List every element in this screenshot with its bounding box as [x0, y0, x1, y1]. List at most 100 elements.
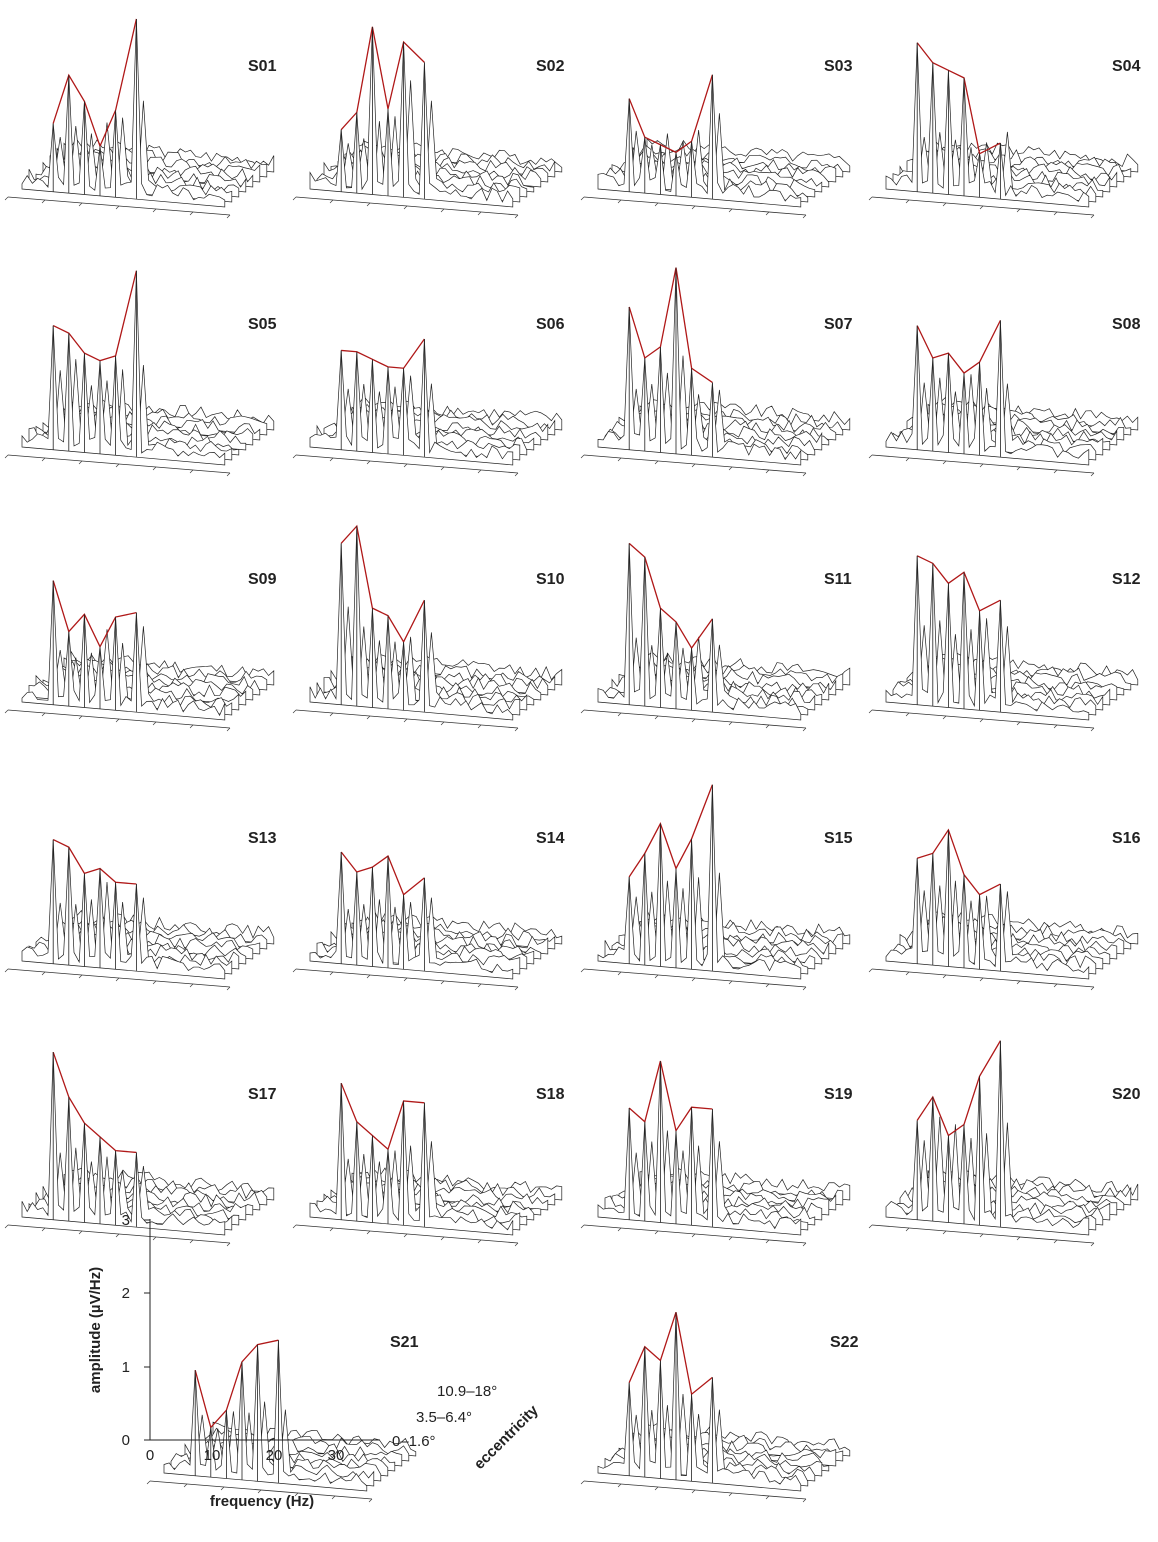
freq-tick [514, 472, 519, 477]
panel-s20: S20 [868, 1040, 1141, 1247]
freq-tick [115, 463, 120, 468]
freq-tick [580, 454, 585, 459]
peak-envelope-line [916, 555, 1001, 612]
x-tick-10: 10 [204, 1447, 221, 1464]
freq-tick [226, 986, 231, 991]
freq-tick [329, 971, 334, 976]
eccentricity-row [597, 74, 802, 208]
panel-label-s09: S09 [248, 571, 277, 588]
panel-s08: S08 [868, 316, 1141, 477]
panel-s22: S22 [580, 1312, 859, 1503]
freq-tick [802, 214, 807, 219]
freq-tick [868, 196, 873, 201]
freq-tick [403, 718, 408, 723]
x-tick-0: 0 [146, 1447, 154, 1464]
freq-tick [4, 968, 9, 973]
freq-tick [617, 457, 622, 462]
freq-tick [4, 1224, 9, 1229]
freq-tick [366, 715, 371, 720]
freq-tick [802, 727, 807, 732]
peak-envelope-line [340, 1082, 425, 1151]
freq-tick [403, 205, 408, 210]
panel-label-s04: S04 [1112, 58, 1141, 75]
freq-tick [115, 718, 120, 723]
freq-tick [257, 1489, 262, 1494]
panel-s04: S04 [868, 42, 1141, 219]
eccentricity-row [597, 267, 802, 466]
freq-tick [403, 1233, 408, 1238]
freq-tick [4, 196, 9, 201]
freq-tick [979, 1233, 984, 1238]
panel-label-s20: S20 [1112, 1086, 1141, 1103]
panel-label-s10: S10 [536, 571, 565, 588]
freq-tick [580, 1224, 585, 1229]
freq-tick [477, 983, 482, 988]
peak-envelope-line [628, 784, 714, 878]
freq-tick [4, 709, 9, 714]
eccentricity-row [309, 26, 514, 208]
peak-envelope-line [916, 320, 1001, 374]
freq-tick [765, 1495, 770, 1500]
freq-tick [765, 1239, 770, 1244]
freq-tick [802, 986, 807, 991]
peak-envelope-line [340, 851, 425, 896]
eccentricity-row [21, 270, 226, 466]
freq-tick [728, 208, 733, 213]
eccentricity-row [597, 1312, 802, 1492]
freq-tick [226, 1242, 231, 1247]
freq-tick [189, 211, 194, 216]
panel-s01: S01 [4, 18, 277, 219]
y-tick-1: 1 [122, 1359, 130, 1376]
freq-tick [78, 1230, 83, 1235]
freq-tick [617, 712, 622, 717]
freq-tick [728, 466, 733, 471]
freq-tick [765, 211, 770, 216]
freq-tick [580, 1480, 585, 1485]
peak-envelope-line [628, 267, 713, 383]
freq-tick [691, 463, 696, 468]
freq-tick [617, 971, 622, 976]
eccentricity-row [597, 543, 802, 721]
freq-tick [1053, 1239, 1058, 1244]
freq-tick [292, 196, 297, 201]
freq-tick [366, 1230, 371, 1235]
freq-tick [329, 199, 334, 204]
panel-label-s21: S21 [390, 1334, 419, 1351]
freq-tick [905, 457, 910, 462]
freq-tick [189, 1239, 194, 1244]
freq-tick [440, 980, 445, 985]
freq-tick [691, 205, 696, 210]
panel-label-s07: S07 [824, 316, 853, 333]
panel-label-s15: S15 [824, 830, 853, 847]
panel-s15: S15 [580, 784, 853, 991]
freq-tick [979, 977, 984, 982]
freq-tick [654, 202, 659, 207]
freq-tick [905, 1227, 910, 1232]
freq-tick [189, 469, 194, 474]
panels-layer: S01 S02 S03 S04 S05 S06 S07 S08 S09 S10 S11 S12 S13 S… [4, 18, 1141, 1503]
eccentricity-row [885, 42, 1090, 208]
freq-tick [580, 709, 585, 714]
eccentricity-row [21, 580, 226, 721]
freq-tick [868, 1224, 873, 1229]
panel-s13: S13 [4, 830, 277, 991]
panel-s10: S10 [292, 524, 565, 732]
freq-tick [226, 727, 231, 732]
freq-tick [942, 715, 947, 720]
freq-tick [691, 977, 696, 982]
freq-tick [868, 968, 873, 973]
freq-tick [765, 469, 770, 474]
freq-tick [368, 1498, 373, 1503]
panel-s07: S07 [580, 267, 853, 477]
freq-tick [477, 211, 482, 216]
panel-s14: S14 [292, 830, 565, 991]
freq-tick [440, 466, 445, 471]
freq-tick [152, 208, 157, 213]
freq-tick [329, 712, 334, 717]
freq-tick [477, 724, 482, 729]
peak-envelope-line [194, 1339, 279, 1429]
freq-tick [189, 983, 194, 988]
freq-tick [728, 721, 733, 726]
peak-envelope-line [52, 18, 138, 148]
